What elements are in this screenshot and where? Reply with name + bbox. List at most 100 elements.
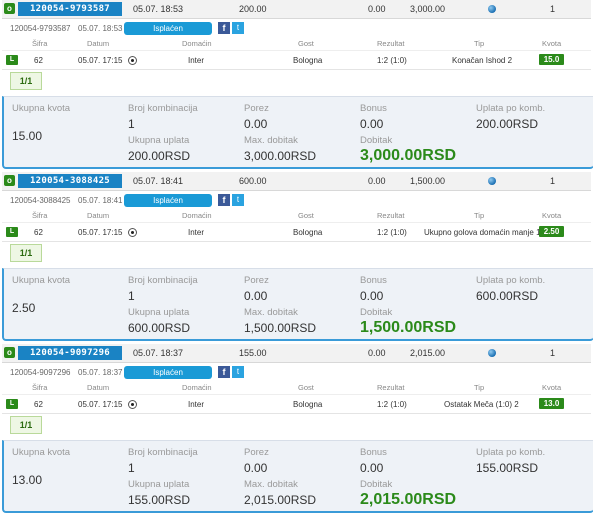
total-odds-value: 13.00 xyxy=(12,473,43,487)
max-win-label: Max. dobitak xyxy=(244,307,298,318)
ticket-header[interactable]: o 120054-9097296 05.07. 18:37 155.00 0.0… xyxy=(2,344,591,363)
status-indicator: o xyxy=(4,175,15,186)
col-sifra: Šifra xyxy=(32,39,48,48)
column-headers: Šifra Datum Domaćin Gost Rezultat Tip Kv… xyxy=(2,381,591,393)
ticket-summary: Ukupna kvota 2.50 Broj kombinacija 1 Uku… xyxy=(2,268,593,341)
ticket-id-plain: 120054-9793587 xyxy=(10,24,71,33)
combination-badge[interactable]: 1/1 xyxy=(10,244,42,262)
bonus-value: 0.00 xyxy=(360,117,384,131)
tax-label: Porez xyxy=(244,447,269,458)
combination-badge[interactable]: 1/1 xyxy=(10,416,42,434)
match-odds-badge: 2.50 xyxy=(539,226,564,237)
max-win-value: 3,000.00RSD xyxy=(244,149,317,163)
ticket-stake: 200.00 xyxy=(239,4,267,14)
ticket-payout: 3,000.00 xyxy=(410,4,446,14)
col-kvota: Kvota xyxy=(542,211,562,220)
match-tip: Ukupno golova domaćin manje 1.5 xyxy=(424,228,548,237)
combinations-label: Broj kombinacija xyxy=(128,275,198,286)
max-win-value: 2,015.00RSD xyxy=(244,493,317,507)
facebook-share-icon[interactable]: f xyxy=(218,22,230,34)
total-odds-value: 2.50 xyxy=(12,301,36,315)
ticket-header[interactable]: o 120054-3088425 05.07. 18:41 600.00 0.0… xyxy=(2,172,591,191)
ticket-subheader: 120054-3088425 05.07. 18:41 Isplaćen f t xyxy=(2,191,591,209)
globe-icon xyxy=(488,349,496,357)
twitter-share-icon[interactable]: t xyxy=(232,194,244,206)
win-value: 2,015.00RSD xyxy=(360,491,457,508)
col-sifra: Šifra xyxy=(32,211,48,220)
bonus-value: 0.00 xyxy=(360,461,384,475)
col-gost: Gost xyxy=(298,39,314,48)
ticket-tax: 0.00 xyxy=(368,4,386,14)
match-result: 1:2 (1:0) xyxy=(377,228,407,237)
match-home: Inter xyxy=(188,400,205,409)
soccer-ball-icon xyxy=(128,56,137,65)
twitter-share-icon[interactable]: t xyxy=(232,366,244,378)
ticket-id-badge[interactable]: 120054-9097296 xyxy=(18,346,122,360)
stake-per-combo-value: 155.00RSD xyxy=(476,461,539,475)
paid-status-button[interactable]: Isplaćen xyxy=(124,22,212,35)
ticket-payout: 2,015.00 xyxy=(410,348,446,358)
total-odds-label: Ukupna kvota xyxy=(12,275,71,286)
match-tip: Konačan Ishod 2 xyxy=(452,56,513,65)
ticket-summary: Ukupna kvota 13.00 Broj kombinacija 1 Uk… xyxy=(2,440,593,513)
combinations-label: Broj kombinacija xyxy=(128,447,198,458)
ticket-sub-datetime: 05.07. 18:41 xyxy=(78,196,123,205)
col-domacin: Domaćin xyxy=(182,211,212,220)
ticket-stake: 155.00 xyxy=(239,348,267,358)
status-indicator: o xyxy=(4,3,15,14)
max-win-label: Max. dobitak xyxy=(244,479,298,490)
match-sifra: 62 xyxy=(34,400,43,409)
col-tip: Tip xyxy=(474,211,485,220)
col-datum: Datum xyxy=(87,211,110,220)
combinations-value: 1 xyxy=(128,117,135,131)
tax-label: Porez xyxy=(244,103,269,114)
bonus-label: Bonus xyxy=(360,103,387,114)
match-row[interactable]: L 62 05.07. 17:15 Inter Bologna 1:2 (1:0… xyxy=(2,50,591,70)
ticket: o 120054-9097296 05.07. 18:37 155.00 0.0… xyxy=(2,344,593,513)
facebook-share-icon[interactable]: f xyxy=(218,194,230,206)
total-odds-label: Ukupna kvota xyxy=(12,447,71,458)
paid-status-button[interactable]: Isplaćen xyxy=(124,194,212,207)
col-datum: Datum xyxy=(87,383,110,392)
total-stake-value: 600.00RSD xyxy=(128,321,191,335)
ticket-count: 1 xyxy=(550,348,556,358)
facebook-share-icon[interactable]: f xyxy=(218,366,230,378)
ticket-id-badge[interactable]: 120054-3088425 xyxy=(18,174,122,188)
soccer-ball-icon xyxy=(128,228,137,237)
paid-status-button[interactable]: Isplaćen xyxy=(124,366,212,379)
ticket-count: 1 xyxy=(550,4,556,14)
stake-per-combo-label: Uplata po komb. xyxy=(476,275,546,286)
ticket-id-plain: 120054-3088425 xyxy=(10,196,71,205)
ticket-count: 1 xyxy=(550,176,556,186)
col-rezultat: Rezultat xyxy=(377,39,405,48)
match-odds-badge: 15.0 xyxy=(539,54,564,65)
total-stake-value: 155.00RSD xyxy=(128,493,191,507)
col-domacin: Domaćin xyxy=(182,383,212,392)
match-row[interactable]: L 62 05.07. 17:15 Inter Bologna 1:2 (1:0… xyxy=(2,394,591,414)
ticket-header[interactable]: o 120054-9793587 05.07. 18:53 200.00 0.0… xyxy=(2,0,591,19)
column-headers: Šifra Datum Domaćin Gost Rezultat Tip Kv… xyxy=(2,37,591,49)
combination-badge[interactable]: 1/1 xyxy=(10,72,42,90)
ticket-id-badge[interactable]: 120054-9793587 xyxy=(18,2,122,16)
tax-value: 0.00 xyxy=(244,461,268,475)
bonus-value: 0.00 xyxy=(360,289,384,303)
ticket-summary: Ukupna kvota 15.00 Broj kombinacija 1 Uk… xyxy=(2,96,593,169)
max-win-value: 1,500.00RSD xyxy=(244,321,317,335)
twitter-share-icon[interactable]: t xyxy=(232,22,244,34)
win-value: 3,000.00RSD xyxy=(360,147,457,164)
ticket-sub-datetime: 05.07. 18:53 xyxy=(78,24,123,33)
ticket-datetime: 05.07. 18:37 xyxy=(133,348,184,358)
col-gost: Gost xyxy=(298,211,314,220)
match-odds-badge: 13.0 xyxy=(539,398,564,409)
ticket-datetime: 05.07. 18:53 xyxy=(133,4,184,14)
match-row[interactable]: L 62 05.07. 17:15 Inter Bologna 1:2 (1:0… xyxy=(2,222,591,242)
match-home: Inter xyxy=(188,56,205,65)
column-headers: Šifra Datum Domaćin Gost Rezultat Tip Kv… xyxy=(2,209,591,221)
combinations-value: 1 xyxy=(128,461,135,475)
match-datum: 05.07. 17:15 xyxy=(78,400,123,409)
ticket-id-plain: 120054-9097296 xyxy=(10,368,71,377)
match-away: Bologna xyxy=(293,228,323,237)
stake-per-combo-value: 600.00RSD xyxy=(476,289,539,303)
col-tip: Tip xyxy=(474,383,485,392)
bonus-label: Bonus xyxy=(360,275,387,286)
